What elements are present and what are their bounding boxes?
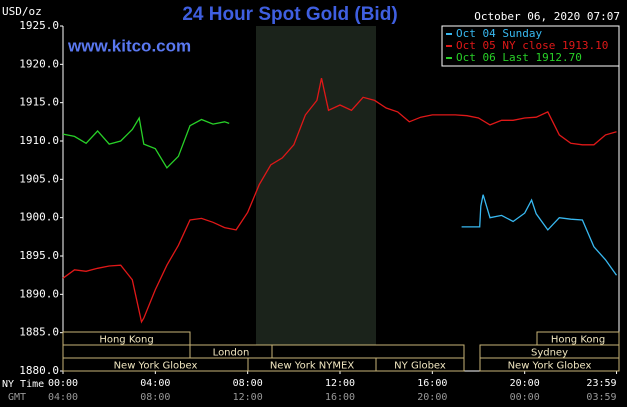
y-tick-label: 1925.0 [19,19,59,32]
session-label: London [213,348,250,359]
legend-label: Oct 04 Sunday [456,27,542,40]
y-axis-label: USD/oz [2,5,42,18]
watermark: www.kitco.com [67,36,191,55]
y-tick-label: 1880.0 [19,364,59,377]
session-label: Hong Kong [99,335,153,346]
y-tick-label: 1890.0 [19,287,59,300]
series-line [62,77,617,324]
date: October 06, 2020 07:07 [474,10,620,23]
x2-tick-label: 08:00 [140,392,170,403]
x-tick-label: 20:00 [510,378,540,389]
session-shade [256,26,376,371]
session-box [62,344,191,359]
x-tick-label: 12:00 [325,378,355,389]
session-label: New York NYMEX [270,361,355,372]
y-tick-label: 1915.0 [19,96,59,109]
session-label: New York Globex [114,361,198,372]
x2-tick-label: 12:00 [233,392,263,403]
session-box [375,357,465,372]
x2-tick-label: 16:00 [325,392,355,403]
x-axis-label: NY Time [2,379,44,390]
x2-tick-label: 00:00 [510,392,540,403]
series-line [62,116,230,169]
y-tick-label: 1885.0 [19,326,59,339]
session-box [62,331,191,346]
series-line [461,194,618,276]
x-tick-label: 23:59 [586,378,616,389]
chart-title: 24 Hour Spot Gold (Bid) [182,4,397,25]
y-tick-label: 1920.0 [19,57,59,70]
legend-label: Oct 05 NY close 1913.10 [456,39,608,52]
x2-tick-label: 20:00 [417,392,447,403]
session-label: Hong Kong [551,335,605,346]
legend-box [441,25,620,67]
x2-tick-label: 03:59 [586,392,616,403]
session-label: NY Globex [394,361,446,372]
session-label: New York Globex [508,361,592,372]
y-tick-label: 1900.0 [19,211,59,224]
x2-axis-label: GMT [8,392,26,403]
x-tick-label: 04:00 [140,378,170,389]
x-tick-label: 08:00 [233,378,263,389]
x2-tick-label: 04:00 [48,392,78,403]
session-label: Sydney [531,348,568,359]
y-tick-label: 1905.0 [19,172,59,185]
y-tick-label: 1910.0 [19,134,59,147]
legend-label: Oct 06 Last 1912.70 [456,51,582,64]
x-tick-label: 00:00 [48,378,78,389]
x-tick-label: 16:00 [417,378,447,389]
session-box [271,344,465,359]
y-tick-label: 1895.0 [19,249,59,262]
session-box [479,357,620,372]
